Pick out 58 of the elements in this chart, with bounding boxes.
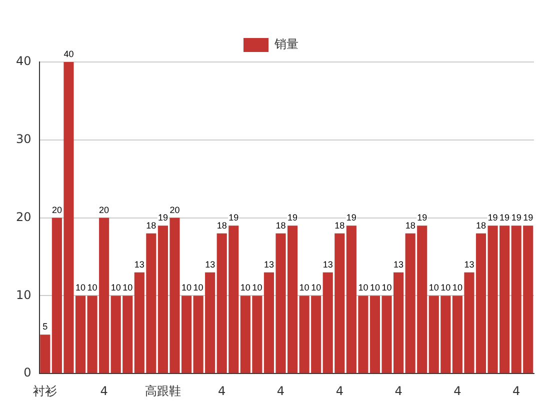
data-label: 13 <box>264 259 274 270</box>
data-label: 19 <box>158 212 168 223</box>
data-label: 40 <box>64 48 74 59</box>
data-label: 19 <box>228 212 239 223</box>
data-label: 10 <box>299 282 310 293</box>
data-label: 5 <box>42 322 48 332</box>
data-label: 19 <box>346 212 356 223</box>
data-label: 10 <box>370 282 380 293</box>
data-label: 10 <box>428 282 439 293</box>
data-label: 19 <box>417 212 428 223</box>
y-tick-label: 20 <box>16 210 32 224</box>
data-label: 20 <box>99 204 110 215</box>
data-label: 10 <box>240 282 250 293</box>
y-tick-label: 40 <box>16 54 32 68</box>
data-label: 13 <box>322 259 333 270</box>
legend-label: 销量 <box>274 37 298 52</box>
data-label: 19 <box>488 212 498 223</box>
data-label: 10 <box>193 282 204 293</box>
data-label: 10 <box>311 282 322 293</box>
data-label: 19 <box>500 212 510 223</box>
x-tick-label: 4 <box>454 384 462 398</box>
x-tick-label: 4 <box>336 384 344 398</box>
data-label: 18 <box>276 220 286 230</box>
data-label: 10 <box>182 282 192 293</box>
data-label: 19 <box>511 212 522 223</box>
x-tick-label: 4 <box>276 384 285 398</box>
x-tick-label: 4 <box>512 384 520 398</box>
x-tick-label: 4 <box>218 384 226 398</box>
x-tick-label: 4 <box>394 384 402 398</box>
data-label: 18 <box>334 220 345 230</box>
data-label: 19 <box>288 212 298 223</box>
data-label: 13 <box>134 259 144 270</box>
data-label: 13 <box>205 259 216 270</box>
data-label: 10 <box>252 282 262 293</box>
data-label: 18 <box>146 220 156 230</box>
data-label: 18 <box>476 220 486 230</box>
bar <box>40 334 50 374</box>
x-tick-label: 高跟鞋 <box>144 384 181 398</box>
data-label: 18 <box>405 220 416 230</box>
data-label: 10 <box>452 282 462 293</box>
y-tick-label: 30 <box>16 132 32 146</box>
data-label: 20 <box>170 204 180 215</box>
data-label: 10 <box>87 282 98 293</box>
y-tick-label: 10 <box>16 288 32 302</box>
data-label: 20 <box>52 204 62 215</box>
data-label: 10 <box>122 282 133 293</box>
data-label: 13 <box>394 259 404 270</box>
x-tick-label: 衬衫 <box>33 384 58 398</box>
data-label: 10 <box>110 282 121 293</box>
x-tick-label: 4 <box>100 384 108 398</box>
y-tick-label: 0 <box>24 366 32 380</box>
data-label: 18 <box>216 220 227 230</box>
data-label: 13 <box>464 259 474 270</box>
data-label: 10 <box>75 282 86 293</box>
data-label: 10 <box>382 282 392 293</box>
data-label: 10 <box>358 282 368 293</box>
data-label: 10 <box>440 282 451 293</box>
data-label: 19 <box>523 212 534 223</box>
